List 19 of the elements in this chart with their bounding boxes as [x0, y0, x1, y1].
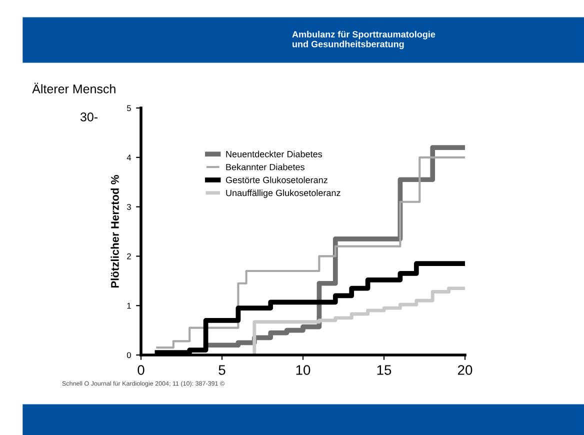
x-tick-label: 5	[218, 365, 226, 375]
y-tick-label: 3	[126, 204, 131, 210]
chart-subtitle: Ambulanz für Sporttraumatologie und Gesundheitsberatung	[292, 30, 436, 50]
y-tick-label: 0	[126, 352, 131, 358]
x-tick-label: 0	[138, 365, 144, 375]
y-axis-title: Plötzlicher Herztod %	[110, 174, 119, 288]
y-tick-label: 1	[127, 302, 131, 309]
legend-label: Bekannter Diabetes	[226, 164, 304, 170]
legend-label: Gestörte Glukosetoleranz	[226, 176, 328, 184]
legend-label: Unauffällige Glukosetoleranz	[226, 189, 340, 198]
x-tick-label: 20	[458, 365, 472, 375]
y-tick-label: 5	[126, 105, 131, 112]
text: 30-	[80, 112, 98, 122]
legend-label: Neuentdeckter Diabetes	[226, 150, 322, 158]
chart-title: Älterer Mensch	[32, 82, 116, 94]
x-tick-label: 10	[296, 365, 310, 375]
y-tick-label: 2	[127, 253, 131, 260]
x-tick-label: 15	[377, 365, 392, 375]
y-tick-label: 4	[126, 154, 132, 160]
